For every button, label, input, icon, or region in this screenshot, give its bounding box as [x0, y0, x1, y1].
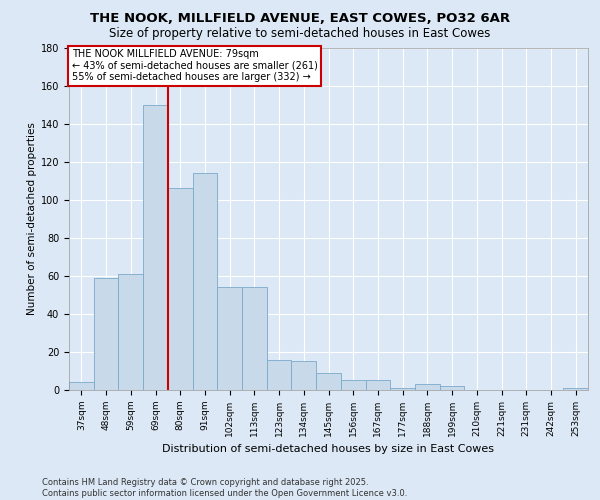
Bar — [143, 104, 168, 390]
Bar — [341, 380, 365, 390]
Bar — [118, 274, 143, 390]
X-axis label: Distribution of semi-detached houses by size in East Cowes: Distribution of semi-detached houses by … — [163, 444, 494, 454]
Text: Contains HM Land Registry data © Crown copyright and database right 2025.
Contai: Contains HM Land Registry data © Crown c… — [42, 478, 407, 498]
Bar — [267, 360, 292, 390]
Text: THE NOOK MILLFIELD AVENUE: 79sqm
← 43% of semi-detached houses are smaller (261): THE NOOK MILLFIELD AVENUE: 79sqm ← 43% o… — [71, 49, 317, 82]
Bar — [217, 287, 242, 390]
Bar — [193, 173, 217, 390]
Text: Size of property relative to semi-detached houses in East Cowes: Size of property relative to semi-detach… — [109, 28, 491, 40]
Bar — [242, 287, 267, 390]
Bar — [316, 373, 341, 390]
Bar — [365, 380, 390, 390]
Bar — [94, 278, 118, 390]
Bar — [390, 388, 415, 390]
Y-axis label: Number of semi-detached properties: Number of semi-detached properties — [26, 122, 37, 315]
Bar — [168, 188, 193, 390]
Bar — [440, 386, 464, 390]
Bar — [292, 362, 316, 390]
Text: THE NOOK, MILLFIELD AVENUE, EAST COWES, PO32 6AR: THE NOOK, MILLFIELD AVENUE, EAST COWES, … — [90, 12, 510, 26]
Bar — [563, 388, 588, 390]
Bar — [69, 382, 94, 390]
Bar — [415, 384, 440, 390]
